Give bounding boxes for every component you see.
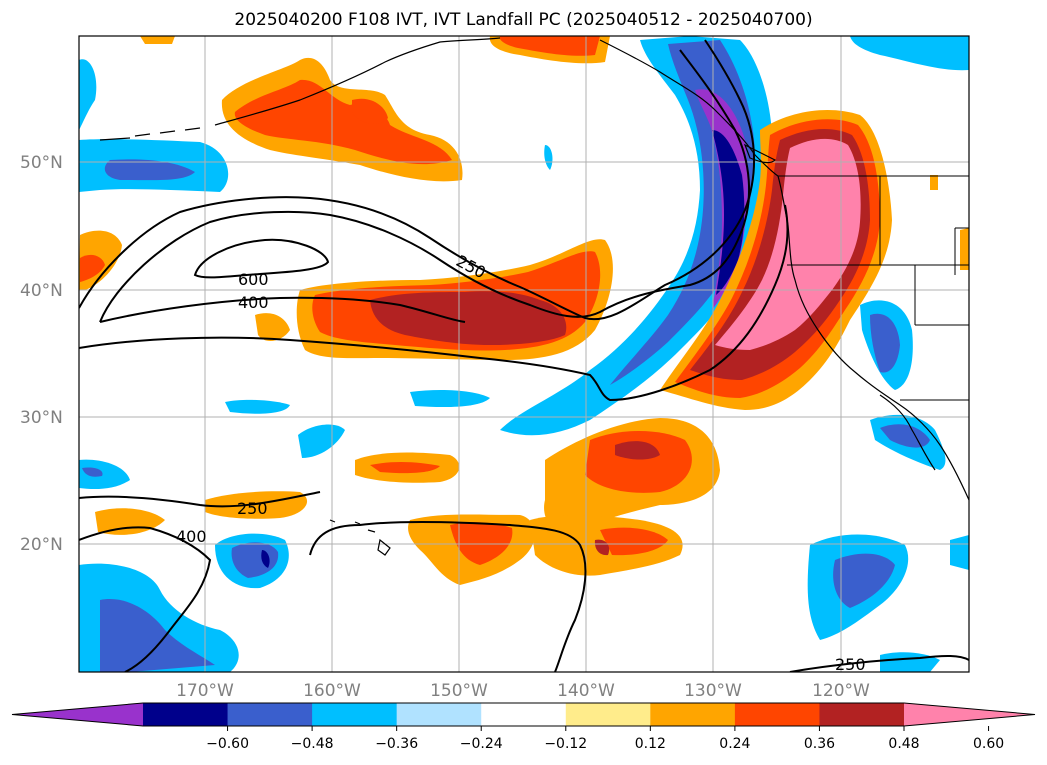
- shading-sw-negative: [79, 533, 969, 672]
- shading-central-plume: [79, 230, 613, 360]
- colorbar-outline: [11, 702, 1036, 727]
- colorbar-tick-label: 0.24: [719, 736, 750, 752]
- colorbar-segment: [565, 703, 651, 726]
- shading-top-right: [850, 36, 969, 71]
- lon-label-160w: 160°W: [303, 681, 361, 701]
- coastlines: [99, 37, 969, 556]
- contour-label-250-sw: 250: [237, 499, 268, 518]
- contour-250-north: [79, 39, 755, 321]
- contour-400-sw: [79, 526, 212, 672]
- contour-400-inner: [99, 296, 466, 323]
- contour-label-400-sw: 400: [176, 527, 207, 546]
- colorbar-tick-label: 0.48: [888, 736, 919, 752]
- colorbar-segment: [650, 703, 736, 726]
- colorbar-extend-low: [12, 703, 143, 726]
- lon-label-120w: 120°W: [812, 681, 870, 701]
- colorbar-tick-label: −0.36: [375, 736, 418, 752]
- shading-nw-blue: [79, 59, 229, 192]
- colorbar: −0.60 −0.48 −0.36 −0.24 −0.12 0.12 0.24 0.36 0.4…: [11, 702, 1036, 752]
- colorbar-tick-label: −0.12: [544, 736, 587, 752]
- borders: [778, 175, 969, 401]
- colorbar-tick-label: −0.24: [460, 736, 503, 752]
- colorbar-extend-high: [904, 703, 1035, 726]
- ivt-contours: [79, 39, 969, 672]
- shading-south-positive: [95, 418, 720, 535]
- shading-coast-negative: [500, 36, 773, 436]
- colorbar-tick-label: −0.48: [291, 736, 334, 752]
- colorbar-segment: [734, 703, 820, 726]
- contour-250-south: [79, 204, 789, 402]
- lat-label-40n: 40°N: [20, 281, 63, 301]
- contour-400-north: [99, 49, 750, 323]
- lon-label-140w: 140°W: [557, 681, 615, 701]
- colorbar-segment: [312, 703, 398, 726]
- contour-250-se: [789, 654, 969, 672]
- lon-label-150w: 150°W: [430, 681, 488, 701]
- contour-hawaii: [309, 520, 587, 672]
- colorbar-tick-label: 0.36: [804, 736, 835, 752]
- contour-label-250-se: 250: [835, 655, 866, 674]
- map-title: 2025040200 F108 IVT, IVT Landfall PC (20…: [234, 10, 813, 30]
- colorbar-tick-label: −0.60: [206, 736, 249, 752]
- contour-250-sw: [79, 491, 321, 508]
- shading-coast-positive: [660, 110, 969, 410]
- colorbar-segment: [396, 703, 482, 726]
- map-content: 600 400 250 250 400 250: [79, 36, 969, 674]
- shading-north-band: [140, 36, 463, 182]
- lon-label-170w: 170°W: [176, 681, 234, 701]
- colorbar-tick-label: 0.60: [973, 736, 1004, 752]
- lat-label-20n: 20°N: [20, 535, 63, 555]
- lon-label-130w: 130°W: [684, 681, 742, 701]
- colorbar-segment: [481, 703, 567, 726]
- lat-label-50n: 50°N: [20, 153, 63, 173]
- colorbar-segment: [819, 703, 905, 726]
- lat-label-30n: 30°N: [20, 408, 63, 428]
- colorbar-segment: [143, 703, 229, 726]
- colorbar-tick-label: 0.12: [635, 736, 666, 752]
- contour-600: [193, 238, 330, 279]
- map-frame: [78, 35, 970, 673]
- contour-label-400: 400: [238, 293, 269, 312]
- shading-top-center: [489, 36, 610, 64]
- shading-hawaii-positive: [408, 514, 683, 585]
- contour-label-600: 600: [238, 270, 269, 289]
- colorbar-segment: [227, 703, 313, 726]
